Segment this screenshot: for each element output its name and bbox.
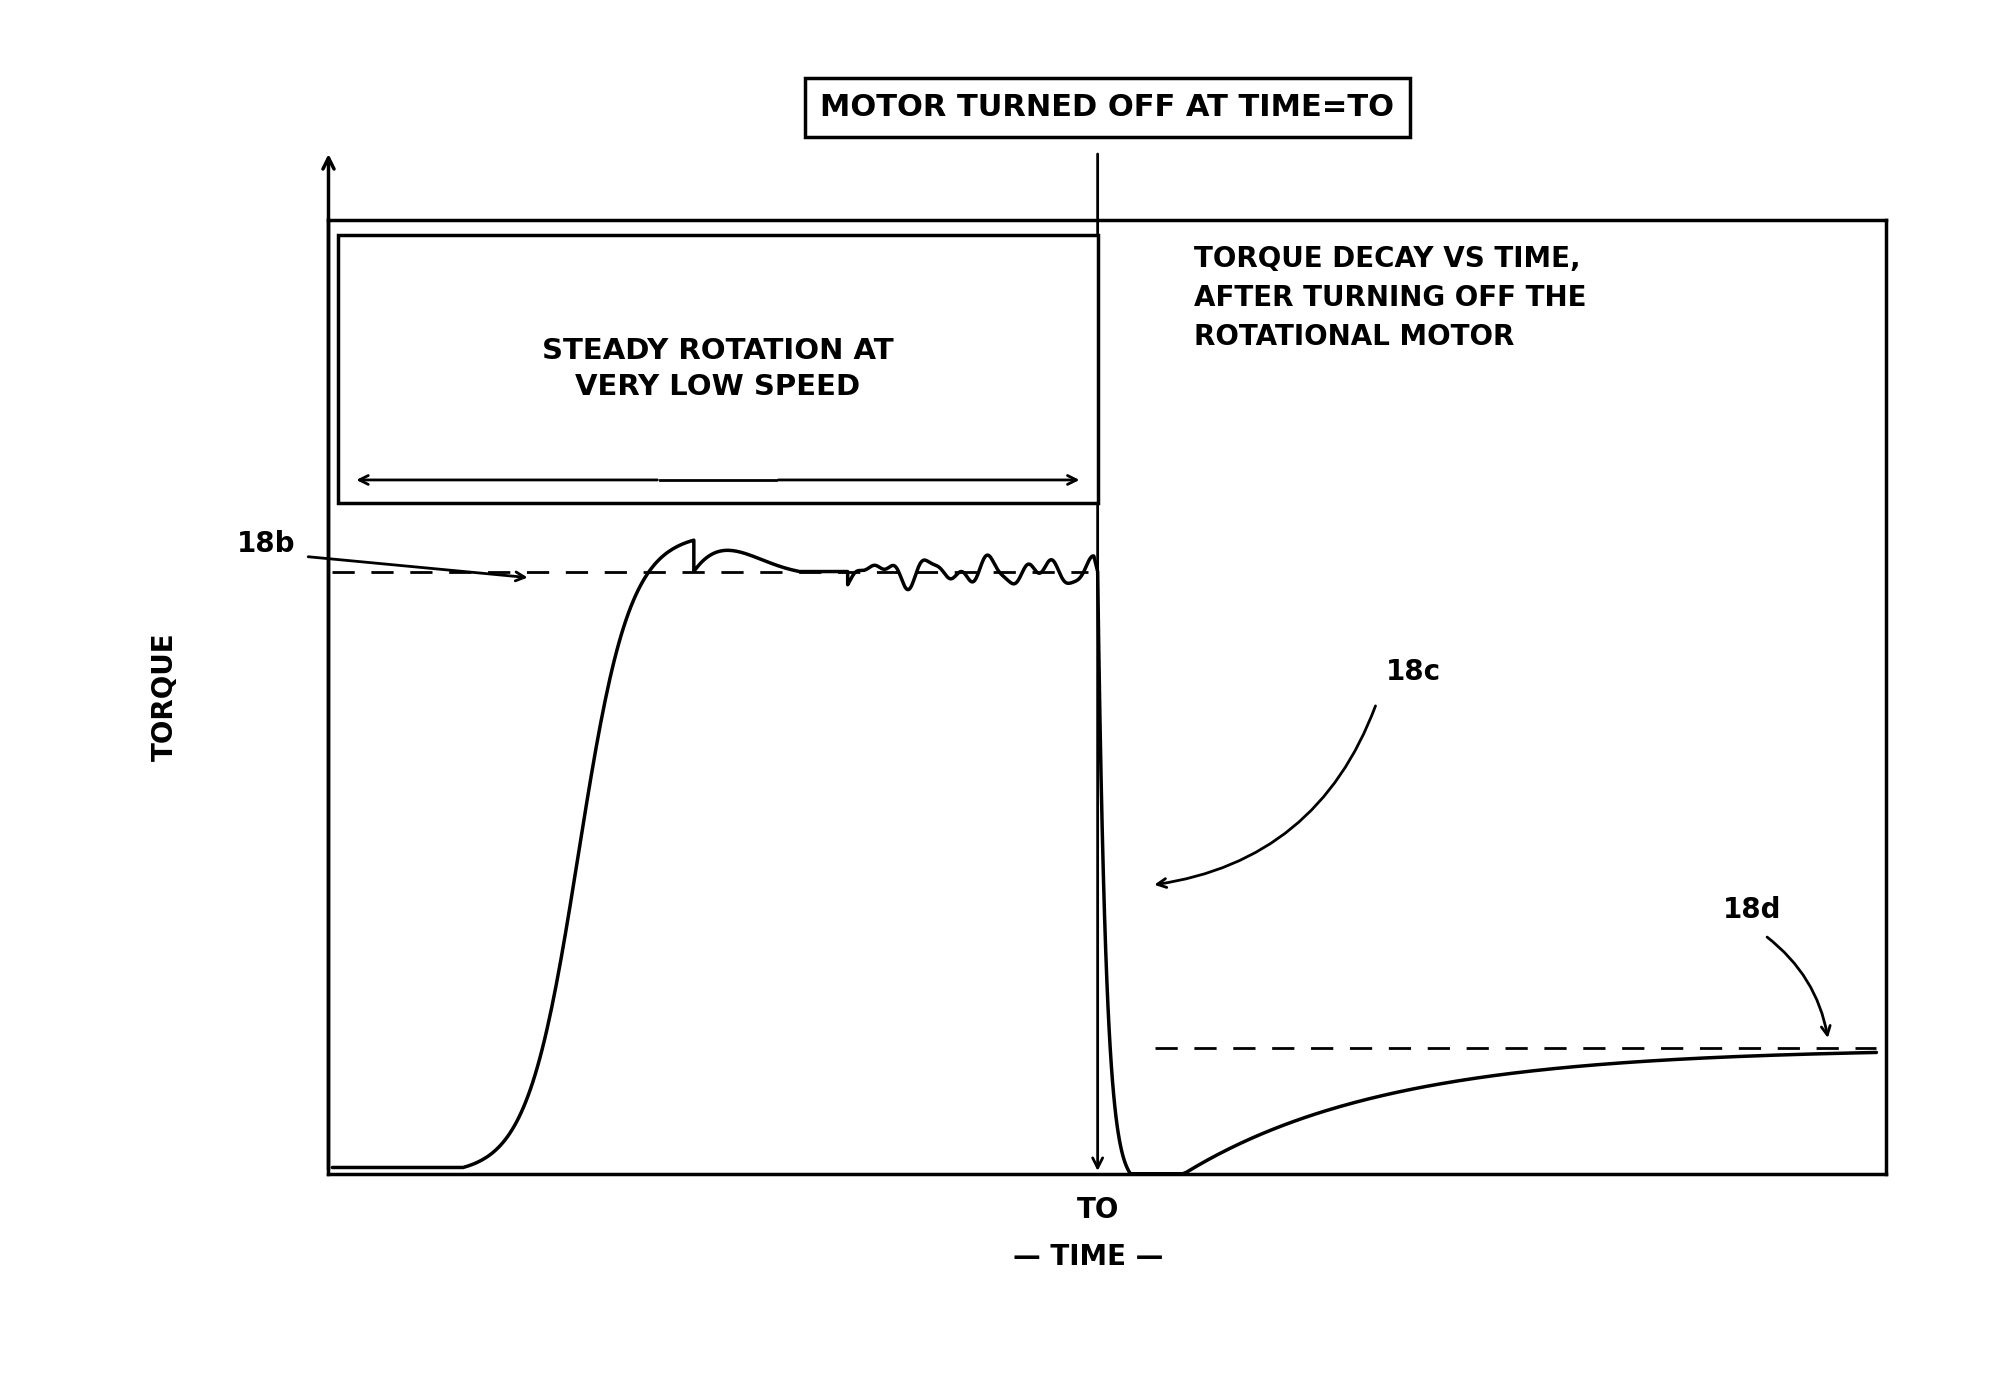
- Text: TO: TO: [1076, 1196, 1120, 1224]
- Text: 18c: 18c: [1386, 658, 1442, 686]
- Text: MOTOR TURNED OFF AT TIME=TO: MOTOR TURNED OFF AT TIME=TO: [821, 93, 1394, 121]
- Text: TORQUE DECAY VS TIME,
AFTER TURNING OFF THE
ROTATIONAL MOTOR: TORQUE DECAY VS TIME, AFTER TURNING OFF …: [1194, 245, 1586, 351]
- Text: 18b: 18b: [236, 530, 296, 558]
- Text: STEADY ROTATION AT
VERY LOW SPEED: STEADY ROTATION AT VERY LOW SPEED: [543, 336, 893, 401]
- Text: TORQUE: TORQUE: [150, 633, 178, 761]
- Text: — TIME —: — TIME —: [1014, 1243, 1164, 1271]
- Text: 18d: 18d: [1723, 896, 1781, 924]
- Bar: [339, 236, 1098, 503]
